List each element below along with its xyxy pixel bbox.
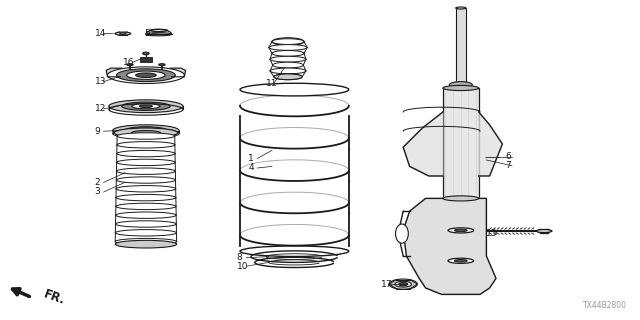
Ellipse shape	[389, 279, 417, 289]
Ellipse shape	[274, 74, 302, 80]
Ellipse shape	[449, 82, 472, 88]
Polygon shape	[170, 68, 186, 77]
Ellipse shape	[113, 125, 179, 136]
Ellipse shape	[132, 131, 161, 135]
Ellipse shape	[115, 240, 177, 248]
Ellipse shape	[270, 56, 306, 62]
Ellipse shape	[116, 159, 175, 166]
Text: 1: 1	[248, 154, 254, 163]
Ellipse shape	[116, 195, 176, 201]
Ellipse shape	[116, 177, 175, 183]
Text: 11: 11	[266, 79, 277, 88]
Ellipse shape	[116, 69, 175, 82]
Ellipse shape	[116, 221, 177, 227]
Ellipse shape	[443, 85, 479, 91]
Ellipse shape	[115, 32, 131, 35]
Ellipse shape	[454, 260, 467, 262]
Ellipse shape	[240, 246, 349, 257]
Text: 3: 3	[95, 188, 100, 196]
Ellipse shape	[115, 230, 177, 236]
Polygon shape	[106, 68, 122, 77]
Ellipse shape	[272, 38, 304, 45]
Text: 5: 5	[144, 29, 150, 38]
Ellipse shape	[108, 67, 184, 84]
Text: 4: 4	[248, 164, 254, 172]
Ellipse shape	[120, 33, 126, 34]
Ellipse shape	[159, 64, 165, 66]
Ellipse shape	[116, 186, 175, 192]
Ellipse shape	[448, 228, 474, 233]
Ellipse shape	[122, 102, 170, 110]
Ellipse shape	[273, 62, 303, 68]
Text: 15: 15	[486, 229, 498, 238]
Text: 14: 14	[95, 29, 106, 38]
Ellipse shape	[536, 229, 552, 233]
Ellipse shape	[125, 127, 167, 134]
Ellipse shape	[140, 105, 152, 108]
Ellipse shape	[117, 150, 175, 157]
Polygon shape	[403, 198, 496, 294]
Ellipse shape	[143, 52, 149, 55]
FancyBboxPatch shape	[140, 57, 152, 62]
Bar	[456, 8, 466, 85]
Text: FR.: FR.	[42, 288, 67, 308]
Ellipse shape	[136, 129, 156, 132]
Ellipse shape	[443, 196, 479, 201]
Text: 13: 13	[95, 77, 106, 86]
Ellipse shape	[116, 203, 176, 210]
Ellipse shape	[272, 39, 304, 44]
Text: 8: 8	[237, 253, 243, 262]
Ellipse shape	[117, 141, 175, 148]
Ellipse shape	[448, 258, 474, 263]
Ellipse shape	[141, 130, 151, 132]
Ellipse shape	[395, 281, 412, 287]
Text: 12: 12	[95, 104, 106, 113]
Text: 7: 7	[506, 161, 511, 170]
Ellipse shape	[456, 7, 466, 9]
Polygon shape	[403, 112, 443, 176]
Text: 10: 10	[237, 262, 248, 271]
Ellipse shape	[399, 283, 408, 286]
Ellipse shape	[274, 74, 302, 80]
Ellipse shape	[136, 73, 156, 77]
Ellipse shape	[116, 168, 175, 174]
Bar	[443, 88, 479, 198]
Ellipse shape	[115, 128, 178, 138]
Ellipse shape	[270, 68, 306, 74]
Ellipse shape	[115, 238, 177, 245]
Ellipse shape	[127, 64, 133, 66]
Ellipse shape	[454, 229, 467, 232]
Ellipse shape	[127, 71, 165, 79]
Ellipse shape	[109, 100, 183, 113]
Polygon shape	[479, 112, 502, 176]
Ellipse shape	[132, 104, 160, 109]
Ellipse shape	[269, 44, 307, 50]
Text: 17: 17	[381, 280, 392, 289]
Ellipse shape	[240, 83, 349, 96]
Text: TX44B2800: TX44B2800	[583, 301, 627, 310]
Text: 2: 2	[95, 178, 100, 187]
Ellipse shape	[116, 212, 176, 218]
Ellipse shape	[396, 224, 408, 243]
Text: 16: 16	[123, 58, 134, 67]
Ellipse shape	[272, 51, 304, 56]
Ellipse shape	[117, 133, 175, 139]
Ellipse shape	[146, 33, 172, 36]
Text: 9: 9	[95, 127, 100, 136]
Text: 6: 6	[506, 152, 511, 161]
